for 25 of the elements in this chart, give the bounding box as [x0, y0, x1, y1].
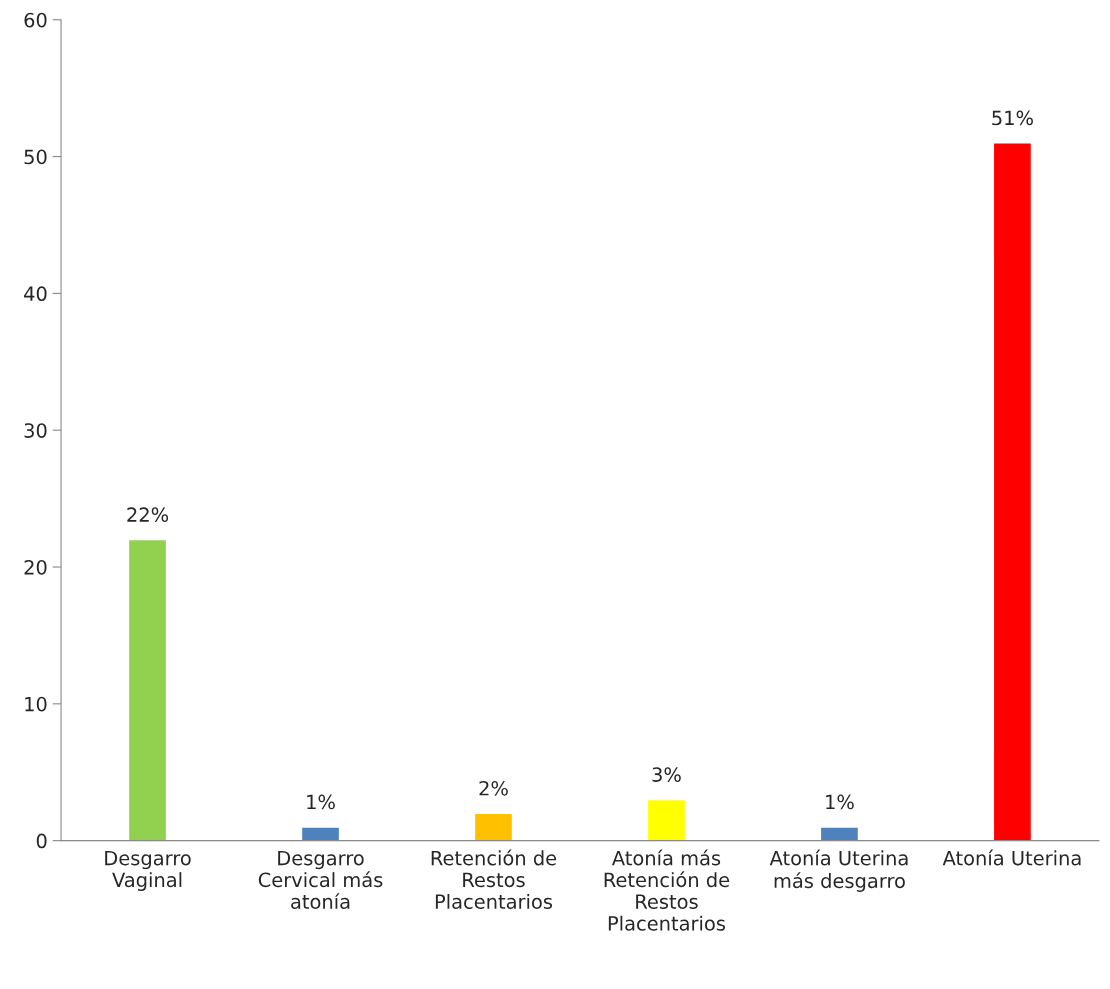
y-tick-label: 30	[24, 423, 47, 438]
x-tick-label: Retención de Restos Placentarios	[431, 849, 557, 909]
y-tick-label: 10	[25, 696, 47, 712]
bar	[646, 798, 687, 841]
bar	[473, 812, 514, 841]
data-label: 3%	[652, 767, 681, 782]
bar	[127, 538, 168, 841]
x-tick-label: Atonía más Retención de Restos Placentarios	[604, 849, 730, 931]
data-label: 22%	[127, 507, 169, 523]
bar	[300, 826, 341, 841]
y-tick-label: 60	[24, 12, 47, 28]
data-label: 1%	[307, 794, 335, 810]
y-tick-label: 0	[36, 833, 47, 849]
data-label: 2%	[479, 780, 508, 796]
y-tick-label: 50	[24, 149, 47, 165]
y-tick-label: 20	[24, 559, 47, 575]
x-tick-label: Atonía Uterina más desgarro	[769, 849, 908, 892]
x-tick-label: Desgarro Vaginal	[105, 850, 191, 891]
y-tick-label: 40	[24, 286, 47, 302]
data-label: 51%	[992, 110, 1033, 126]
x-tick-label: Desgarro Cervical más atonía	[258, 850, 383, 909]
bar	[992, 142, 1033, 841]
x-tick-label: Atonía Uterina	[942, 849, 1081, 866]
bar	[819, 826, 860, 841]
data-label: 1%	[826, 794, 854, 810]
